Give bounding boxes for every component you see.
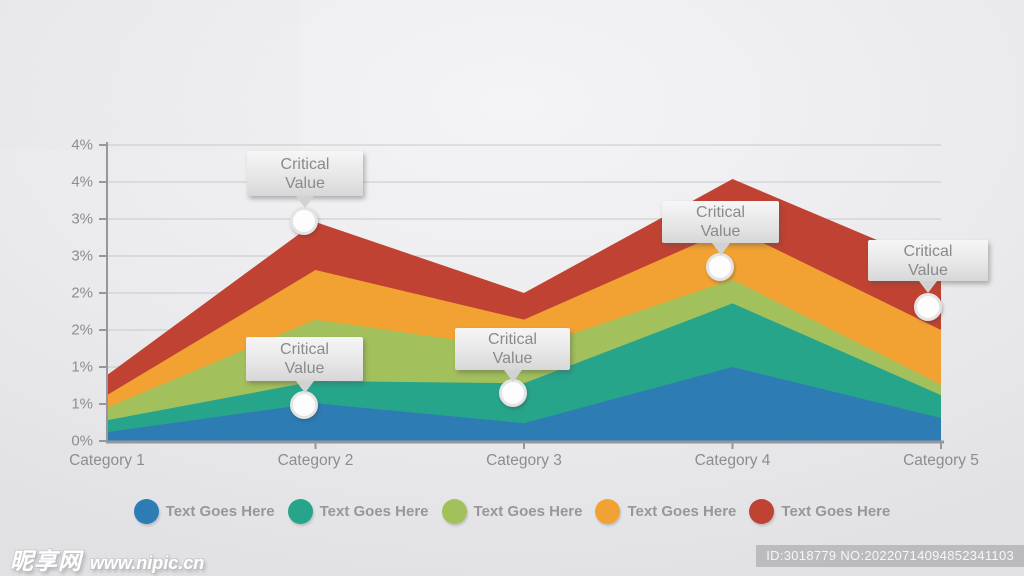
critical-value-label: Critical Value [280, 341, 329, 377]
y-tick-label: 1% [71, 358, 93, 376]
legend-label: Text Goes Here [627, 503, 737, 520]
chart-legend: Text Goes Here Text Goes Here Text Goes He… [0, 499, 1024, 524]
legend-color-dot [595, 499, 621, 524]
area-series-0 [107, 367, 941, 441]
y-tick-label: 1% [71, 395, 93, 413]
watermark-logo: 昵享网 www.nipic.cn [10, 542, 204, 576]
critical-value-label: Critical Value [696, 204, 745, 240]
critical-value-callout: Critical Value [455, 328, 570, 370]
legend-color-dot [133, 499, 159, 524]
critical-value-callout: Critical Value [868, 240, 988, 281]
y-tick-label: 3% [71, 210, 93, 228]
legend-label: Text Goes Here [781, 503, 891, 520]
legend-label: Text Goes Here [473, 503, 583, 520]
critical-value-callout: Critical Value [247, 151, 363, 196]
x-tick-label: Category 5 [903, 452, 979, 469]
critical-value-label: Critical Value [488, 331, 537, 367]
legend-color-dot [441, 499, 467, 524]
legend-item: Text Goes Here [441, 499, 583, 524]
watermark-site-name: 昵享网 [10, 548, 82, 574]
y-tick-label: 4% [71, 136, 93, 154]
critical-value-marker [290, 207, 318, 235]
critical-value-label: Critical Value [280, 155, 330, 192]
y-tick-label: 2% [71, 321, 93, 339]
y-tick-label: 3% [71, 247, 93, 265]
critical-value-marker [706, 253, 734, 281]
legend-color-dot [749, 499, 775, 524]
legend-label: Text Goes Here [165, 503, 275, 520]
y-tick-label: 2% [71, 284, 93, 302]
legend-item: Text Goes Here [595, 499, 736, 524]
x-tick-label: Category 1 [69, 452, 145, 469]
x-tick-label: Category 4 [694, 452, 771, 469]
critical-value-callout: Critical Value [662, 201, 779, 243]
y-tick-label: 0% [71, 432, 93, 450]
critical-value-marker [499, 379, 527, 407]
legend-item: Text Goes Here [749, 499, 890, 524]
x-tick-label: Category 2 [277, 452, 354, 469]
legend-color-dot [287, 499, 313, 524]
critical-value-marker [914, 293, 942, 321]
legend-label: Text Goes Here [319, 503, 429, 520]
critical-value-callout: Critical Value [246, 337, 363, 381]
critical-value-label: Critical Value [903, 242, 953, 279]
watermark-id-badge: ID:3018779 NO:20220714094852341103 [756, 545, 1024, 567]
legend-item: Text Goes Here [133, 499, 275, 524]
watermark-site-url: www.nipic.cn [90, 553, 205, 573]
critical-value-marker [290, 391, 318, 419]
x-tick-label: Category 3 [486, 452, 562, 469]
y-tick-label: 4% [71, 173, 93, 191]
legend-item: Text Goes Here [287, 499, 429, 524]
